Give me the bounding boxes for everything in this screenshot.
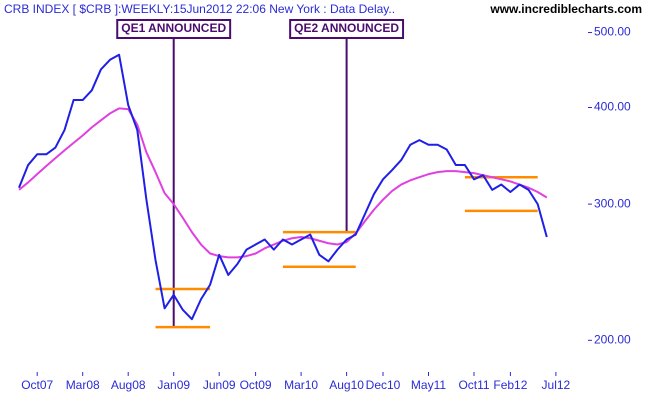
annotation-label: QE2 ANNOUNCED: [294, 21, 399, 35]
x-tick-label: Aug08: [111, 378, 146, 392]
chart-title: CRB INDEX [ $CRB ]:WEEKLY:15Jun2012 22:0…: [4, 2, 395, 16]
x-tick-label: Oct11: [458, 378, 489, 392]
x-tick-label: Oct07: [21, 378, 53, 392]
x-tick-label: May11: [411, 378, 446, 392]
price-line: [18, 53, 548, 321]
y-tick-label: 400.00: [594, 100, 631, 114]
y-tick-label: 500.00: [594, 25, 631, 39]
x-tick-label: Dec10: [366, 378, 401, 392]
x-tick-label: Jan09: [157, 378, 190, 392]
source: www.incrediblecharts.com: [489, 2, 642, 16]
y-tick-label: 300.00: [594, 196, 631, 210]
x-tick-label: Mar10: [284, 378, 318, 392]
annotation-box: [116, 19, 232, 39]
x-tick-label: Mar08: [66, 378, 100, 392]
y-tick-label: 200.00: [594, 332, 631, 346]
x-tick-label: Jun09: [203, 378, 236, 392]
x-tick-label: Feb12: [493, 378, 527, 392]
x-tick-label: Aug10: [329, 378, 364, 392]
x-tick-label: Jul12: [542, 378, 571, 392]
annotation-label: QE1 ANNOUNCED: [121, 21, 226, 35]
x-tick-label: Oct09: [240, 378, 272, 392]
annotation-box: [289, 19, 405, 39]
